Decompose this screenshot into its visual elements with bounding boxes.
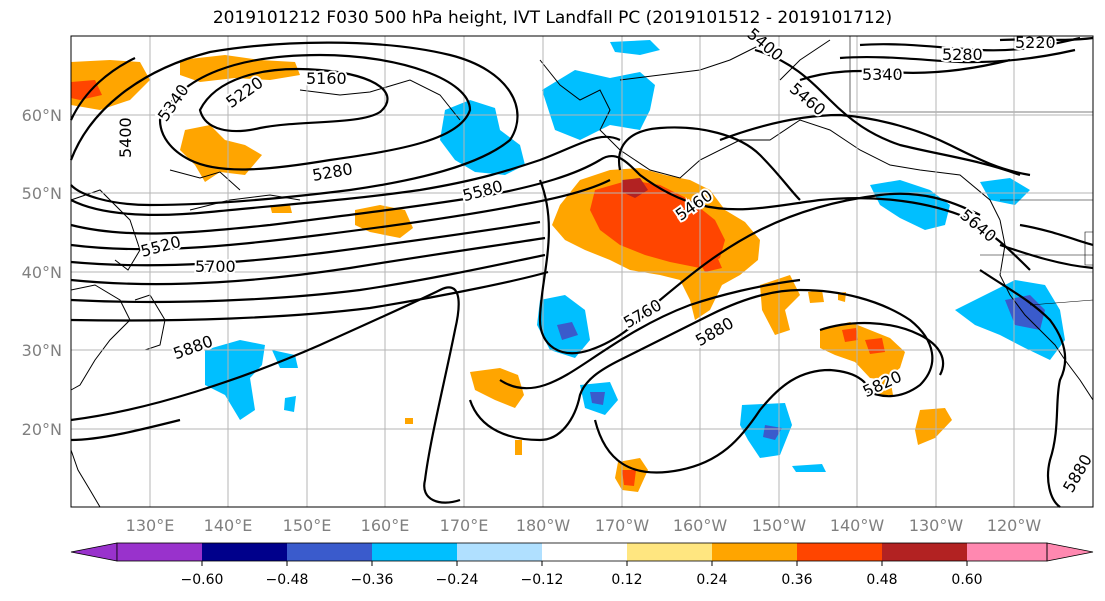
colorbar-tick-label: −0.12 bbox=[521, 572, 564, 588]
colorbar: −0.60 −0.48 −0.36 −0.24 −0.12 0.12 0.24 … bbox=[70, 542, 1094, 588]
colorbar-swatch bbox=[967, 543, 1047, 561]
lon-label: 140°W bbox=[830, 516, 885, 535]
lat-label: 20°N bbox=[22, 420, 62, 439]
colorbar-tick-label: 0.48 bbox=[866, 572, 897, 588]
colorbar-swatch bbox=[372, 543, 457, 561]
colorbar-swatch bbox=[457, 543, 542, 561]
contour-label: 5160 bbox=[306, 69, 347, 88]
colorbar-tick-label: −0.48 bbox=[266, 572, 309, 588]
colorbar-swatch bbox=[627, 543, 712, 561]
colorbar-swatch bbox=[117, 543, 202, 561]
lat-label: 30°N bbox=[22, 341, 62, 360]
colorbar-swatch bbox=[797, 543, 882, 561]
contour-label: 5340 bbox=[862, 65, 903, 84]
map-border bbox=[70, 35, 1094, 508]
lon-label: 140°E bbox=[204, 516, 253, 535]
colorbar-swatch bbox=[542, 543, 627, 561]
contour-label: 5700 bbox=[195, 257, 236, 276]
lon-label: 130°W bbox=[909, 516, 964, 535]
colorbar-tick-label: −0.60 bbox=[181, 572, 224, 588]
lon-label: 130°E bbox=[126, 516, 175, 535]
map-title: 2019101212 F030 500 hPa height, IVT Land… bbox=[212, 8, 893, 28]
lat-label: 50°N bbox=[22, 184, 62, 203]
contour-label: 5280 bbox=[942, 45, 983, 64]
colorbar-max-arrow bbox=[1046, 542, 1094, 562]
lon-label: 150°W bbox=[752, 516, 807, 535]
colorbar-tick-label: −0.36 bbox=[351, 572, 394, 588]
colorbar-tick-label: 0.12 bbox=[611, 572, 642, 588]
colorbar-tick-label: 0.60 bbox=[951, 572, 982, 588]
colorbar-min-arrow bbox=[70, 542, 118, 562]
lon-label: 180°W bbox=[516, 516, 571, 535]
lat-label: 40°N bbox=[22, 263, 62, 282]
contour-label: 5220 bbox=[1015, 33, 1056, 52]
lat-label: 60°N bbox=[22, 106, 62, 125]
colorbar-tick-labels: −0.60 −0.48 −0.36 −0.24 −0.12 0.12 0.24 … bbox=[181, 572, 983, 588]
colorbar-swatch bbox=[712, 543, 797, 561]
lon-label: 120°W bbox=[987, 516, 1042, 535]
contour-label: 5400 bbox=[116, 117, 135, 158]
colorbar-ticks bbox=[201, 561, 968, 566]
colorbar-swatch bbox=[882, 543, 967, 561]
lon-label: 160°E bbox=[361, 516, 410, 535]
gridlines bbox=[71, 36, 1093, 507]
colorbar-outline bbox=[116, 542, 1048, 562]
lon-label: 150°E bbox=[283, 516, 332, 535]
longitude-labels: 130°E 140°E 150°E 160°E 170°E 180°W 170°… bbox=[126, 516, 1042, 535]
colorbar-tick-label: −0.24 bbox=[436, 572, 479, 588]
colorbar-swatch bbox=[202, 543, 287, 561]
lon-label: 170°E bbox=[440, 516, 489, 535]
lon-label: 170°W bbox=[595, 516, 650, 535]
colorbar-swatch bbox=[287, 543, 372, 561]
colorbar-tick-label: 0.36 bbox=[781, 572, 812, 588]
latitude-labels: 60°N 50°N 40°N 30°N 20°N bbox=[22, 106, 62, 439]
height-contours bbox=[69, 36, 1094, 508]
colorbar-tick-label: 0.24 bbox=[696, 572, 727, 588]
lon-label: 160°W bbox=[673, 516, 728, 535]
